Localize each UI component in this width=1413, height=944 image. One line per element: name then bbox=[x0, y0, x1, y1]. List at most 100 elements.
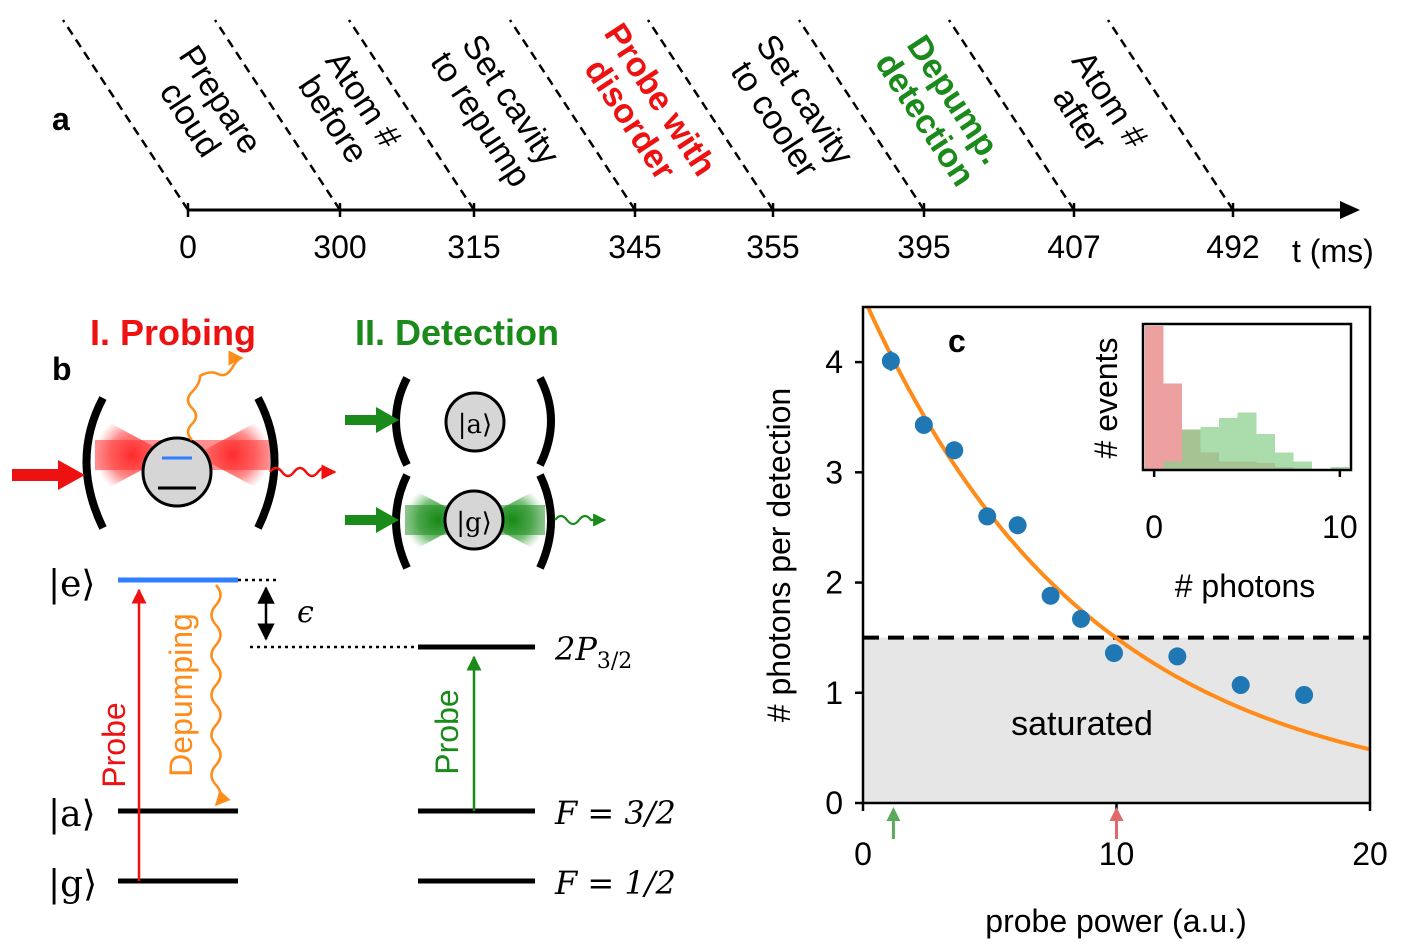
y-axis-label: # photons per detection bbox=[761, 388, 797, 722]
inset-x-tick-label: 10 bbox=[1322, 509, 1358, 545]
data-point bbox=[1041, 586, 1060, 605]
input-arrow-green-top bbox=[376, 407, 399, 433]
x-tick-label: 10 bbox=[1099, 836, 1135, 872]
probe-label-green: Probe bbox=[429, 689, 465, 774]
data-point bbox=[881, 352, 900, 371]
photon-plot: saturated 0 10 20 0 1 2 3 4 c probe power (a.u… bbox=[761, 305, 1388, 939]
time-axis-label: t (ms) bbox=[1292, 233, 1374, 269]
depumping-arrow bbox=[210, 584, 231, 807]
epsilon-label: ϵ bbox=[297, 595, 314, 630]
cavity-ket-g: |g⟩ bbox=[456, 508, 492, 538]
panel-label-b: b bbox=[52, 351, 72, 387]
depumping-label: Depumping bbox=[163, 613, 199, 777]
timeline-divider bbox=[797, 19, 926, 211]
ket-g-label: |g⟩ bbox=[48, 864, 97, 905]
y-tick-label: 3 bbox=[825, 454, 843, 490]
timeline-step: Atom #before bbox=[291, 44, 409, 170]
timeline-divider bbox=[61, 19, 190, 211]
histogram-bar-green bbox=[1237, 412, 1257, 470]
y-tick-label: 0 bbox=[825, 785, 843, 821]
timeline-tick-label: 300 bbox=[313, 229, 366, 265]
saturated-region bbox=[863, 637, 1370, 803]
inset-x-label: # photons bbox=[1175, 568, 1316, 604]
data-point bbox=[1295, 685, 1314, 704]
timeline-step: Depump.detection bbox=[868, 29, 1011, 194]
mirror-right bbox=[254, 396, 279, 530]
timeline-tick-label: 345 bbox=[608, 229, 661, 265]
timeline-tick-label: 355 bbox=[746, 229, 799, 265]
histogram-bar-green bbox=[1182, 429, 1201, 470]
f32-label: F = 3/2 bbox=[554, 794, 676, 832]
histogram-bar-green bbox=[1219, 418, 1238, 470]
histogram-bar-red bbox=[1144, 326, 1164, 470]
data-point bbox=[978, 507, 997, 526]
level-scheme: ϵ |e⟩ |a⟩ |g⟩ Probe Depumping Probe 2P3/… bbox=[48, 564, 676, 905]
timeline-divider bbox=[646, 19, 775, 211]
timeline-divider bbox=[213, 19, 342, 211]
timeline-divider bbox=[347, 19, 476, 211]
cavity-ket-a: |a⟩ bbox=[458, 410, 492, 440]
probe-label-red: Probe bbox=[96, 702, 132, 787]
p32-label: 2P3/2 bbox=[554, 630, 632, 674]
histogram-inset: 0 10 # photons # events bbox=[1088, 322, 1358, 604]
timeline-tick-label: 492 bbox=[1206, 229, 1259, 265]
histogram-bar-green bbox=[1274, 452, 1294, 470]
y-tick-label: 2 bbox=[825, 565, 843, 601]
timeline-tick-label: 315 bbox=[447, 229, 500, 265]
timeline-tick-label: 407 bbox=[1047, 229, 1100, 265]
detect-mirror-right-top bbox=[536, 376, 555, 467]
ket-a-label: |a⟩ bbox=[48, 794, 96, 835]
data-point bbox=[945, 441, 964, 460]
f12-label: F = 1/2 bbox=[554, 864, 676, 902]
mirror-left bbox=[82, 396, 107, 530]
power-marker-head-red bbox=[1109, 807, 1124, 821]
transmitted-photon-red bbox=[269, 464, 337, 480]
timeline-divider bbox=[508, 19, 637, 211]
inset-y-label: # events bbox=[1088, 338, 1124, 459]
timeline: t (ms) 0 300 315 345 355 395 407 492 Prepareclou… bbox=[61, 17, 1374, 269]
scattered-photon-orange bbox=[186, 350, 244, 441]
histogram-bar-green bbox=[1200, 426, 1220, 470]
x-tick-label: 0 bbox=[854, 836, 872, 872]
atom-probing bbox=[141, 436, 213, 508]
detect-mirror-right-bottom bbox=[536, 473, 555, 570]
saturated-label: saturated bbox=[1011, 705, 1153, 743]
input-arrow-red bbox=[58, 460, 85, 490]
panel-label-c: c bbox=[948, 323, 966, 359]
timeline-step: Atom #after bbox=[1045, 44, 1155, 158]
time-axis-arrowhead bbox=[1340, 201, 1360, 219]
histogram-bar-green bbox=[1293, 461, 1312, 470]
detection-title: II. Detection bbox=[355, 312, 559, 353]
detect-mirror-left-top bbox=[392, 376, 411, 467]
power-marker-head-green bbox=[886, 807, 901, 821]
histogram-bar-red bbox=[1163, 383, 1182, 470]
x-tick-label: 20 bbox=[1352, 836, 1388, 872]
detection-cavities: |a⟩ |g⟩ bbox=[345, 376, 607, 570]
timeline-divider bbox=[1106, 19, 1235, 211]
data-point bbox=[1104, 644, 1123, 663]
data-point bbox=[1231, 676, 1250, 695]
atom-g bbox=[443, 489, 505, 551]
probing-title: I. Probing bbox=[90, 312, 256, 353]
histogram-bar-green bbox=[1163, 461, 1182, 470]
data-point bbox=[1008, 516, 1027, 535]
inset-frame bbox=[1141, 322, 1353, 472]
inset-x-tick-label: 0 bbox=[1145, 509, 1163, 545]
y-tick-label: 1 bbox=[825, 675, 843, 711]
data-point bbox=[1072, 609, 1091, 628]
data-point bbox=[914, 415, 933, 434]
panel-label-a: a bbox=[52, 101, 70, 137]
data-point bbox=[1168, 647, 1187, 666]
input-arrow-green-bottom bbox=[376, 507, 399, 533]
timeline-tick-label: 395 bbox=[897, 229, 950, 265]
timeline-tick-label: 0 bbox=[179, 229, 197, 265]
y-tick-label: 4 bbox=[825, 344, 843, 380]
histogram-bar-green bbox=[1256, 434, 1275, 470]
probing-cavity bbox=[12, 350, 337, 530]
atom-a bbox=[444, 391, 506, 453]
